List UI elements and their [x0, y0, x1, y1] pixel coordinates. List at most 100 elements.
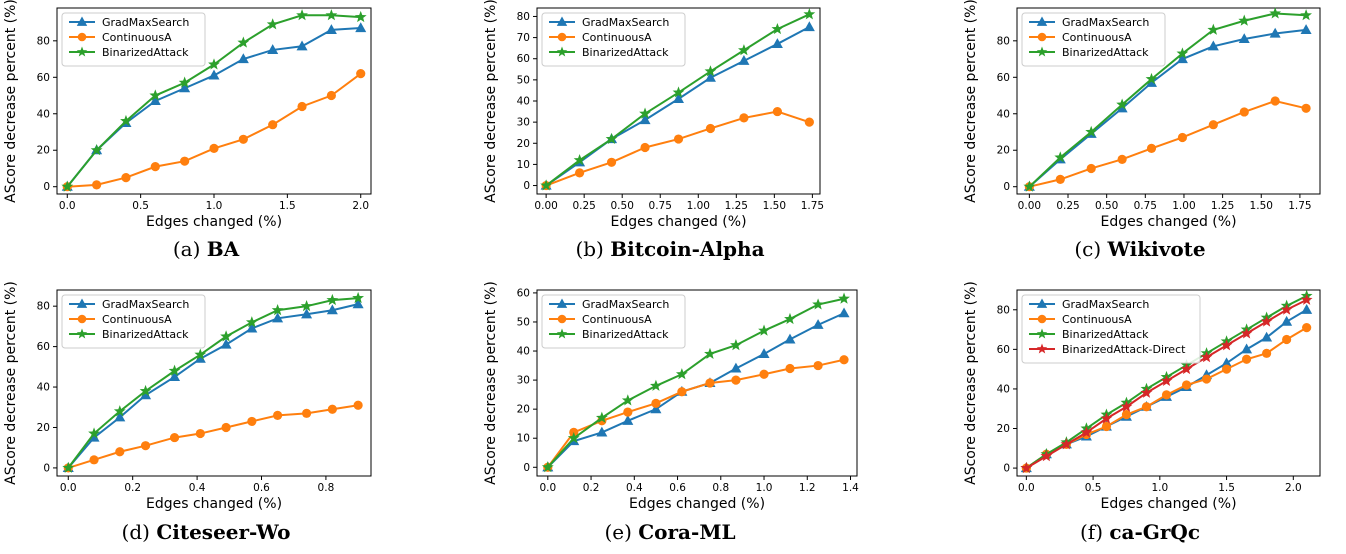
legend-marker	[1037, 314, 1047, 324]
data-point	[113, 405, 126, 417]
data-point	[1280, 303, 1293, 315]
x-tick-label: 0.75	[649, 200, 672, 212]
legend-box	[541, 294, 686, 349]
data-point	[1080, 426, 1093, 438]
caption-a: (a) BA	[172, 237, 240, 261]
data-point	[1160, 374, 1173, 387]
x-tick-label: 0.25	[572, 200, 595, 212]
data-point	[541, 461, 554, 473]
x-tick-label: 1.25	[1211, 200, 1234, 212]
y-axis-label: AScore decrease percent (%)	[963, 0, 979, 203]
legend-label: BinarizedAttack	[1062, 328, 1149, 341]
legend-box	[541, 12, 686, 67]
data-point	[61, 180, 74, 192]
y-tick-label: 80	[37, 301, 50, 313]
legend: GradMaxSearch ContinuousA BinarizedAttack	[541, 294, 686, 349]
y-tick-label: 60	[997, 344, 1010, 356]
data-point	[605, 132, 618, 145]
data-point	[1177, 132, 1188, 143]
y-tick-label: 80	[997, 304, 1010, 316]
legend-label: ContinuousA	[582, 313, 652, 326]
data-point	[758, 348, 770, 358]
data-point	[672, 93, 685, 103]
data-point	[1141, 402, 1152, 412]
caption-c: (c) Wikivote	[1074, 237, 1206, 261]
x-tick-label: 1.00	[1172, 200, 1195, 212]
data-point	[639, 107, 651, 119]
y-tick-label: 40	[997, 383, 1010, 395]
x-tick-label: 1.0	[206, 200, 223, 212]
chart-panel-4: 0.0 0.2 0.4 0.6 0.8 1.0 1.2 1.4 0 10 20 30 40 50 60 Edg…	[483, 281, 859, 512]
data-point	[575, 168, 585, 178]
legend-marker	[1036, 298, 1048, 308]
x-tick-label: 0.0	[59, 200, 76, 212]
data-point	[1270, 96, 1280, 106]
data-point	[803, 21, 815, 32]
series-line	[547, 358, 845, 468]
data-point	[1176, 47, 1189, 59]
legend: GradMaxSearch ContinuousA BinarizedAttack B…	[1021, 294, 1201, 364]
series-line	[547, 297, 845, 468]
data-point	[271, 304, 284, 316]
y-axis-label: AScore decrease percent (%)	[483, 0, 499, 203]
data-point	[1085, 125, 1098, 138]
x-tick-label: 0.8	[712, 482, 729, 494]
x-tick-label: 0.6	[669, 482, 686, 494]
y-tick-label: 40	[997, 108, 1010, 120]
legend-marker	[1036, 46, 1048, 57]
x-tick-label: 0.00	[1018, 200, 1041, 212]
data-point	[1221, 357, 1233, 368]
data-point	[1300, 293, 1313, 305]
data-point	[771, 38, 783, 48]
data-point	[1116, 98, 1129, 110]
data-point	[150, 162, 160, 172]
legend-label: GradMaxSearch	[1062, 298, 1149, 311]
x-axis-label: Edges changed (%)	[1100, 214, 1236, 230]
data-point	[1180, 362, 1193, 375]
data-point	[1181, 380, 1192, 390]
x-tick-label: 1.50	[763, 200, 786, 212]
y-tick-label: 10	[517, 159, 530, 171]
x-tick-label: 0.8	[318, 482, 335, 494]
y-tick-label: 60	[517, 287, 530, 299]
data-point	[650, 403, 662, 414]
y-tick-label: 20	[997, 145, 1010, 157]
data-point	[208, 58, 220, 70]
y-tick-label: 50	[517, 74, 530, 86]
data-point	[621, 394, 634, 406]
data-point	[1201, 374, 1212, 384]
x-tick-label: 0.6	[253, 482, 270, 494]
data-point	[246, 322, 258, 333]
x-tick-label: 1.2	[799, 482, 816, 494]
data-point	[675, 368, 688, 380]
data-point	[149, 89, 162, 101]
x-tick-label: 0.4	[189, 482, 206, 494]
data-point	[804, 117, 814, 127]
data-point	[169, 432, 180, 443]
x-axis-label: Edges changed (%)	[629, 496, 765, 512]
legend-marker	[76, 298, 88, 308]
y-tick-label: 10	[517, 433, 530, 445]
x-tick-label: 1.0	[756, 482, 773, 494]
y-axis-label: AScore decrease percent (%)	[3, 281, 19, 485]
data-point	[237, 53, 249, 64]
data-point	[1054, 151, 1067, 163]
x-tick-label: 0.25	[1056, 200, 1079, 212]
legend-marker	[77, 314, 87, 324]
data-point	[325, 24, 337, 34]
series-line	[67, 404, 359, 469]
data-point	[1238, 33, 1250, 44]
legend: GradMaxSearch ContinuousA BinarizedAttack	[1021, 12, 1166, 67]
legend-label: BinarizedAttack	[102, 46, 189, 59]
data-point	[1121, 410, 1132, 420]
legend-marker	[1036, 16, 1048, 26]
data-point	[739, 113, 749, 123]
x-tick-label: 0.00	[534, 200, 557, 212]
legend-label: ContinuousA	[102, 31, 172, 44]
data-point	[1269, 7, 1282, 19]
data-point	[677, 387, 687, 397]
data-point	[705, 123, 716, 134]
data-point	[352, 291, 365, 304]
data-point	[149, 95, 161, 106]
x-tick-label: 0.5	[132, 200, 149, 212]
